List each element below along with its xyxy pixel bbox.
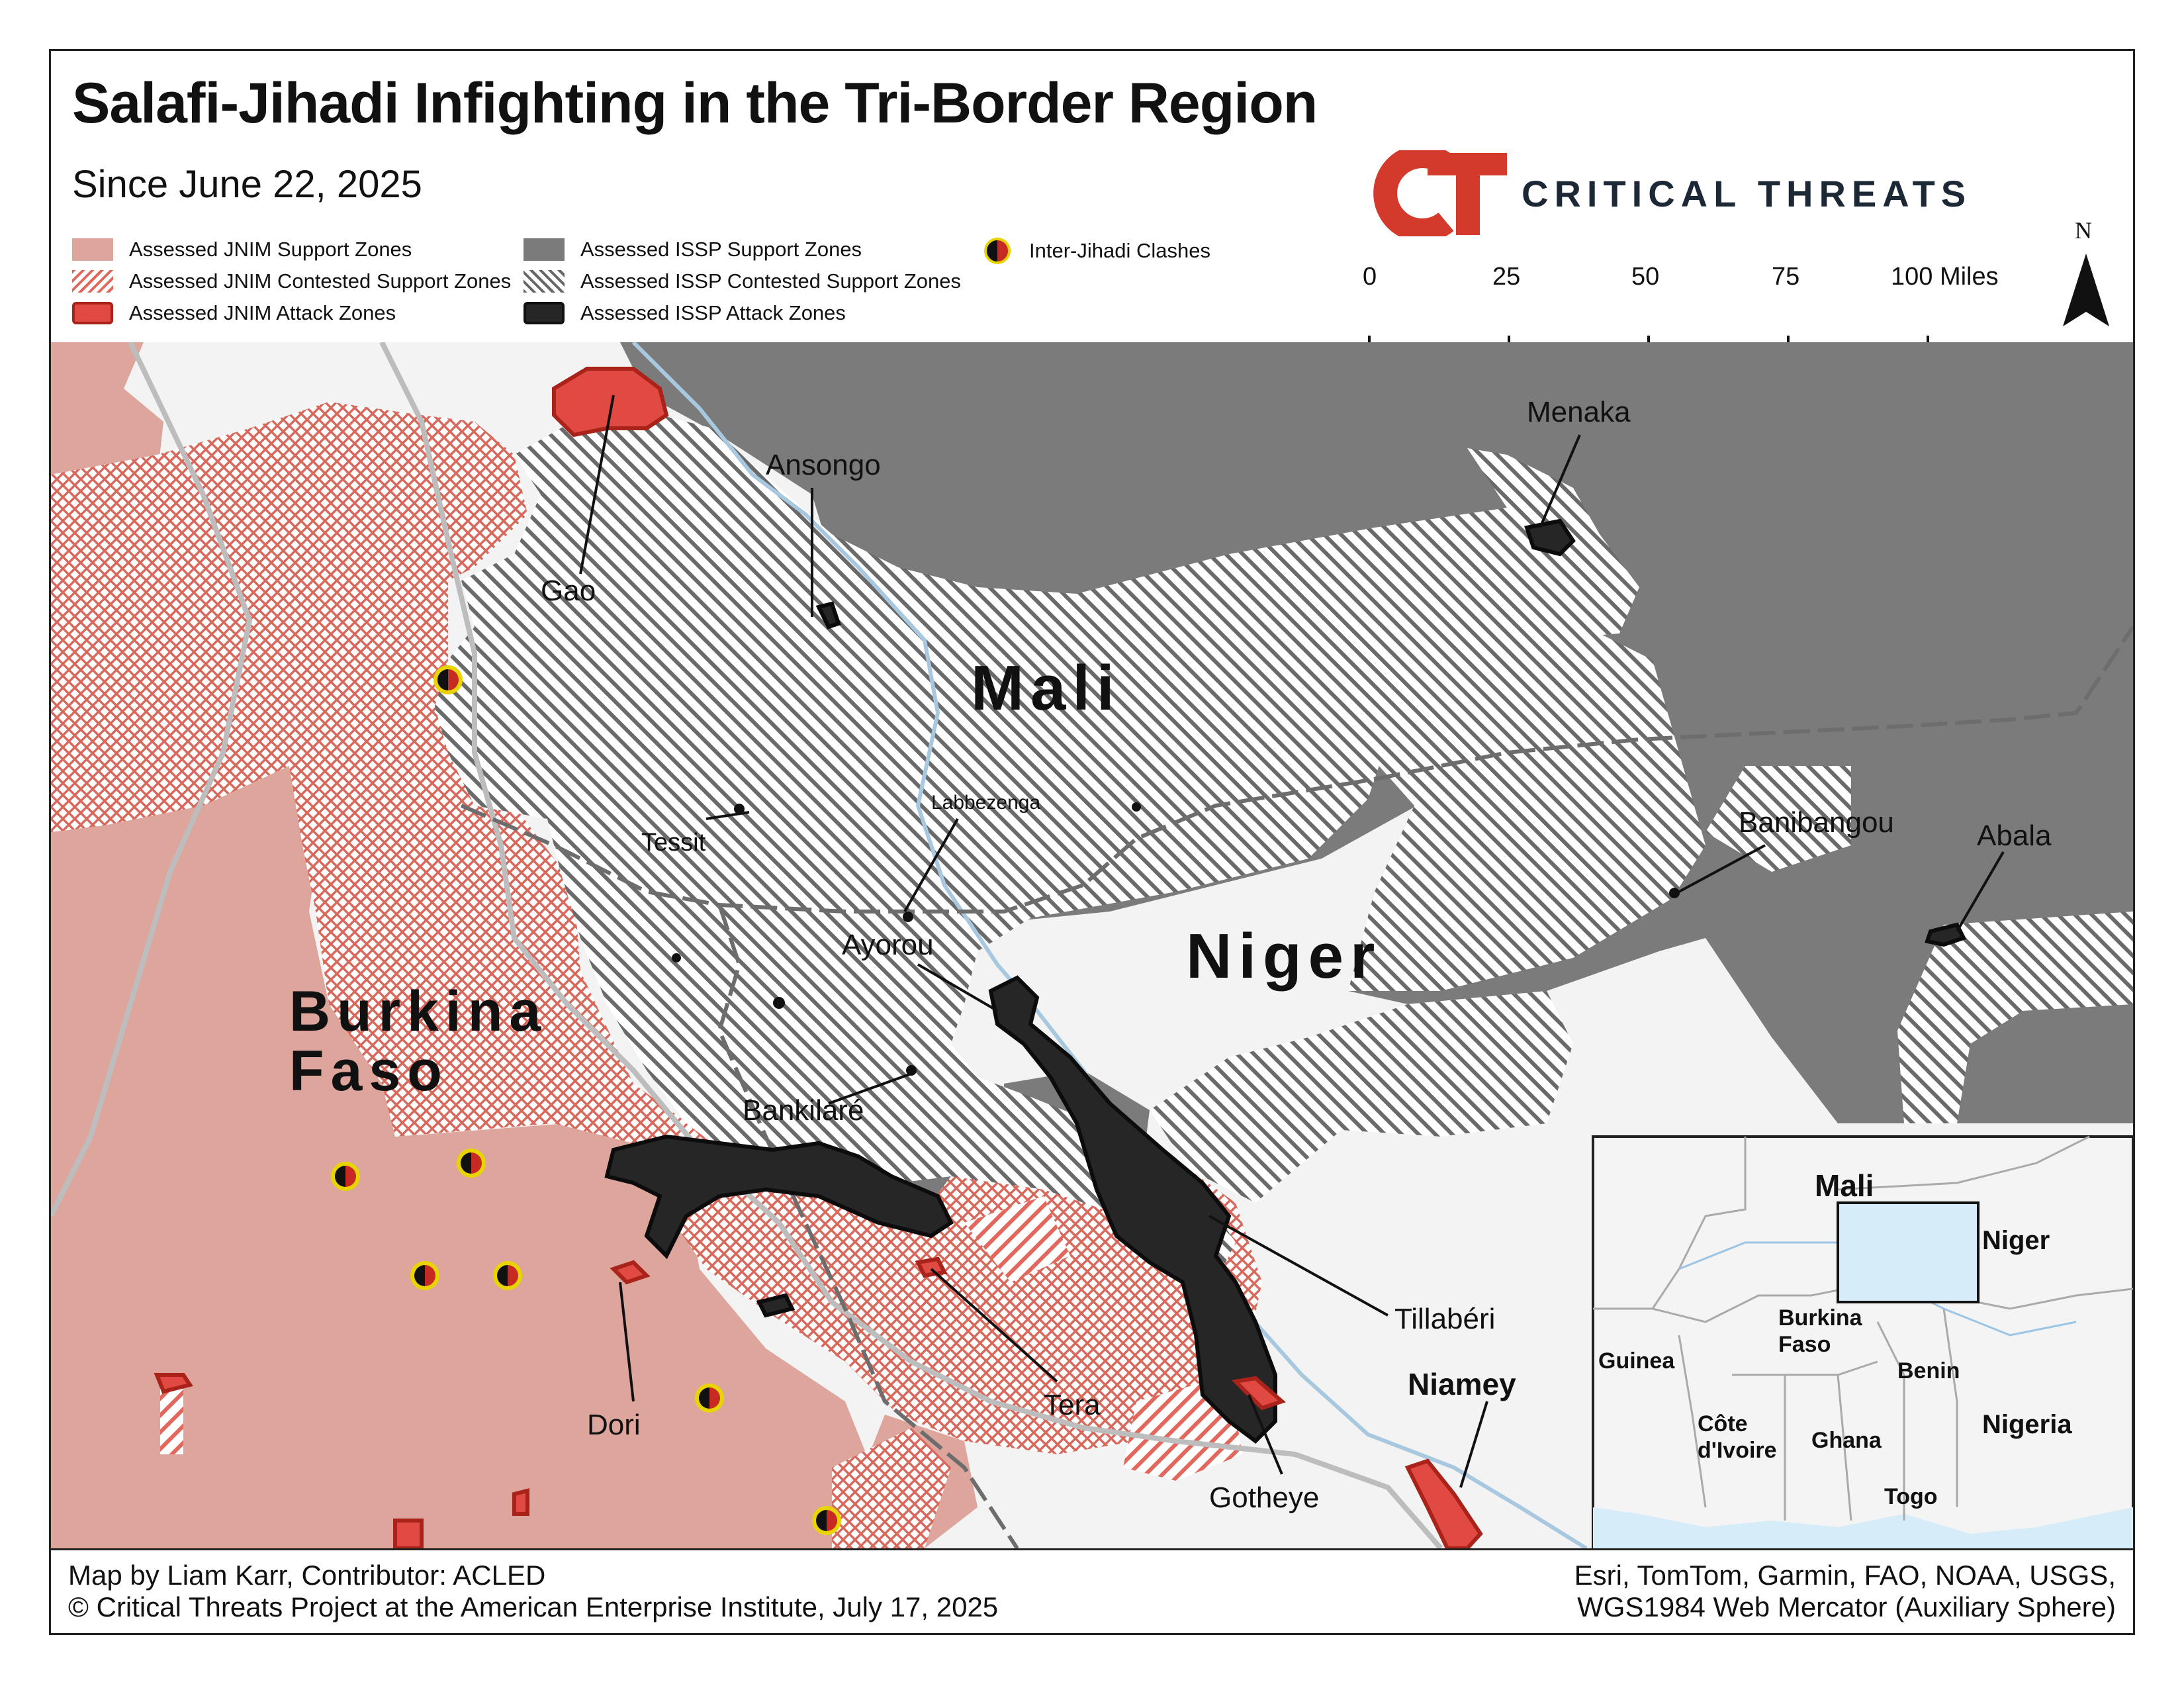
scale-label: 25	[1492, 263, 1521, 291]
scale-label: 0	[1363, 263, 1377, 291]
sources-line: Esri, TomTom, Garmin, FAO, NOAA, USGS,	[1574, 1560, 2116, 1591]
place-label-niamey: Niamey	[1408, 1367, 1516, 1401]
inset-label-togo: Togo	[1884, 1484, 1938, 1509]
place-label-labbezenga: Labbezenga	[931, 792, 1040, 814]
inset-label-divoire: d'Ivoire	[1698, 1438, 1777, 1463]
legend-item-jnim-support: Assessed JNIM Support Zones	[72, 238, 412, 261]
scale-label: 75	[1772, 263, 1800, 291]
map-subtitle: Since June 22, 2025	[72, 163, 422, 206]
inset-label-guinea: Guinea	[1598, 1348, 1675, 1374]
legend-item-jnim-contested: Assessed JNIM Contested Support Zones	[72, 269, 511, 293]
place-label-gotheye: Gotheye	[1209, 1481, 1319, 1514]
map-frame: Salafi-Jihadi Infighting in the Tri-Bord…	[49, 49, 2135, 1635]
issp-support-swatch	[523, 238, 565, 261]
legend-label: Assessed ISSP Support Zones	[580, 238, 862, 261]
issp-contested-swatch	[523, 270, 565, 293]
place-label-ayorou: Ayorou	[842, 929, 934, 961]
place-label-gao: Gao	[541, 575, 596, 607]
issp-contested-zones	[435, 402, 2133, 1282]
scale-label: 50	[1631, 263, 1660, 291]
issp-attack-swatch	[523, 302, 565, 324]
credit-line: Map by Liam Karr, Contributor: ACLED	[68, 1560, 546, 1591]
inset-label-benin: Benin	[1897, 1358, 1960, 1383]
map-footer: Map by Liam Karr, Contributor: ACLED © C…	[51, 1548, 2133, 1633]
inset-label-faso: Faso	[1778, 1332, 1831, 1357]
country-label-burkina: Burkina	[289, 980, 547, 1043]
critical-threats-logo: CRITICAL THREATS	[1368, 150, 1972, 236]
legend-item-issp-support: Assessed ISSP Support Zones	[523, 238, 862, 261]
place-label-dori: Dori	[587, 1409, 641, 1441]
legend-item-issp-attack: Assessed ISSP Attack Zones	[523, 301, 846, 325]
inset-label-burkina: Burkina	[1778, 1305, 1863, 1331]
inset-label-nigeria: Nigeria	[1982, 1410, 2072, 1439]
projection-line: WGS1984 Web Mercator (Auxiliary Sphere)	[1577, 1591, 2116, 1622]
legend-label: Assessed ISSP Contested Support Zones	[580, 269, 961, 293]
country-label-mali: Mali	[971, 653, 1121, 724]
borders	[460, 626, 2133, 1548]
legend-item-jnim-attack: Assessed JNIM Attack Zones	[72, 301, 396, 325]
leader-lines	[579, 395, 2005, 1488]
issp-attack-zones	[604, 518, 1967, 1444]
place-label-tessit: Tessit	[641, 829, 706, 857]
map-svg: Mali Niger Burkina Faso Gao Ansongo Mena…	[51, 342, 2133, 1548]
map-title: Salafi-Jihadi Infighting in the Tri-Bord…	[72, 71, 1318, 135]
legend-item-clash: Inter-Jihadi Clashes	[978, 238, 1210, 264]
country-label-niger: Niger	[1186, 921, 1381, 992]
inset-label-ghana: Ghana	[1811, 1428, 1882, 1453]
copyright-line: © Critical Threats Project at the Americ…	[68, 1591, 999, 1622]
place-label-bankilare: Bankilaré	[743, 1094, 864, 1127]
legend-item-issp-contested: Assessed ISSP Contested Support Zones	[523, 269, 961, 293]
jnim-attack-swatch	[72, 302, 113, 324]
jnim-support-swatch	[72, 238, 113, 261]
logo-text: CRITICAL THREATS	[1522, 172, 1972, 214]
inset-label-niger: Niger	[1982, 1226, 2050, 1255]
north-label: N	[2075, 217, 2092, 244]
legend-label: Assessed JNIM Support Zones	[129, 238, 412, 261]
inset-label-cote: Côte	[1698, 1411, 1748, 1436]
place-label-menaka: Menaka	[1527, 396, 1631, 428]
town-dots	[672, 802, 1680, 1076]
inset-label-mali: Mali	[1815, 1168, 1874, 1203]
inset-map: Mali Niger Burkina Faso Guinea Benin Côt…	[1592, 1135, 2133, 1548]
clash-markers	[331, 665, 841, 1535]
scale-label: 100 Miles	[1891, 263, 1999, 291]
legend-label: Assessed JNIM Attack Zones	[129, 301, 396, 324]
ct-logo-icon	[1373, 150, 1507, 236]
map-canvas: Mali Niger Burkina Faso Gao Ansongo Mena…	[51, 342, 2133, 1548]
north-arrow-icon	[2063, 254, 2109, 326]
clash-icon	[984, 238, 1011, 264]
north-arrow: N	[2063, 216, 2109, 375]
place-label-banibangou: Banibangou	[1739, 806, 1894, 839]
place-label-abala: Abala	[1977, 820, 2052, 852]
jnim-contested-swatch	[72, 270, 113, 293]
place-label-tera: Tera	[1044, 1389, 1101, 1421]
legend-label: Assessed ISSP Attack Zones	[580, 301, 846, 324]
legend-label: Inter-Jihadi Clashes	[1029, 239, 1210, 262]
place-label-tillaberi: Tillabéri	[1394, 1303, 1495, 1335]
jnim-attack-zones	[154, 367, 1483, 1548]
country-label-faso: Faso	[289, 1039, 449, 1103]
place-label-ansongo: Ansongo	[766, 449, 881, 481]
legend-label: Assessed JNIM Contested Support Zones	[129, 269, 512, 293]
